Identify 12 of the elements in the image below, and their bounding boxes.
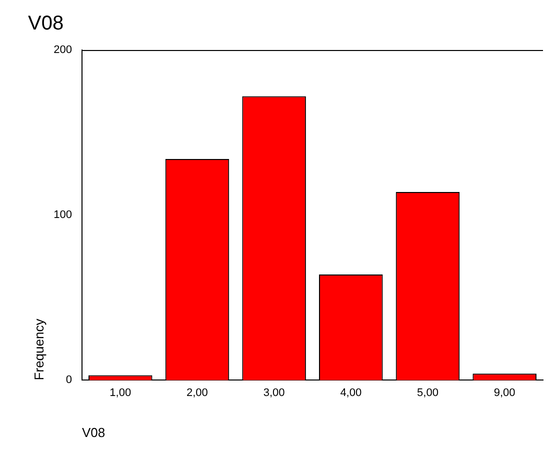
x-tick-label: 3,00 <box>263 386 285 399</box>
chart-title: V08 <box>28 12 64 35</box>
x-tick-label: 1,00 <box>110 386 132 399</box>
y-axis-title: Frequency <box>31 318 46 380</box>
x-axis-title: V08 <box>82 424 106 440</box>
x-tick-label: 2,00 <box>186 386 208 399</box>
y-tick-label: 200 <box>54 44 72 56</box>
x-tick-label: 9,00 <box>494 386 516 399</box>
x-tick-label: 5,00 <box>417 386 438 399</box>
y-tick-label: 0 <box>66 374 72 386</box>
x-tick-label: 4,00 <box>340 386 362 399</box>
y-tick-label: 100 <box>54 209 72 222</box>
